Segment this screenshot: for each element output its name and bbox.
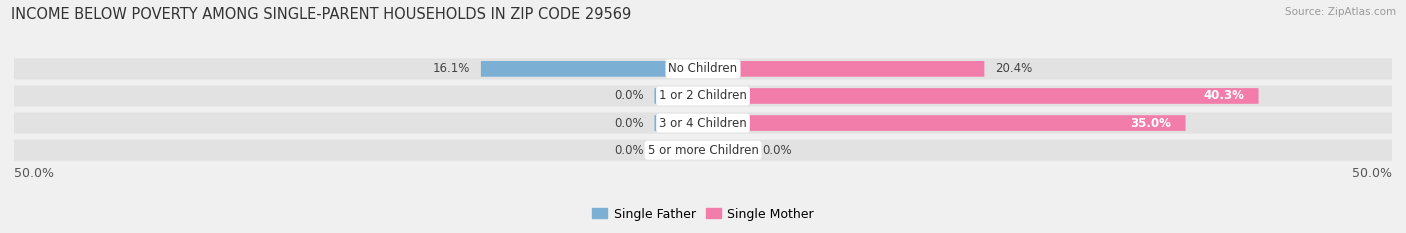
FancyBboxPatch shape — [14, 113, 1392, 134]
Text: 0.0%: 0.0% — [614, 89, 644, 103]
Text: 1 or 2 Children: 1 or 2 Children — [659, 89, 747, 103]
FancyBboxPatch shape — [655, 142, 703, 158]
Text: 40.3%: 40.3% — [1204, 89, 1244, 103]
Text: 5 or more Children: 5 or more Children — [648, 144, 758, 157]
FancyBboxPatch shape — [481, 61, 703, 77]
Text: No Children: No Children — [668, 62, 738, 75]
FancyBboxPatch shape — [14, 140, 1392, 161]
Text: INCOME BELOW POVERTY AMONG SINGLE-PARENT HOUSEHOLDS IN ZIP CODE 29569: INCOME BELOW POVERTY AMONG SINGLE-PARENT… — [11, 7, 631, 22]
FancyBboxPatch shape — [655, 115, 703, 131]
FancyBboxPatch shape — [14, 58, 1392, 79]
Text: 0.0%: 0.0% — [762, 144, 792, 157]
Text: Source: ZipAtlas.com: Source: ZipAtlas.com — [1285, 7, 1396, 17]
FancyBboxPatch shape — [703, 142, 751, 158]
FancyBboxPatch shape — [655, 88, 703, 104]
FancyBboxPatch shape — [703, 88, 1258, 104]
Text: 0.0%: 0.0% — [614, 116, 644, 130]
Text: 16.1%: 16.1% — [433, 62, 470, 75]
FancyBboxPatch shape — [703, 115, 1185, 131]
Text: 0.0%: 0.0% — [614, 144, 644, 157]
FancyBboxPatch shape — [703, 61, 984, 77]
Text: 35.0%: 35.0% — [1130, 116, 1171, 130]
Text: 50.0%: 50.0% — [14, 167, 53, 180]
FancyBboxPatch shape — [14, 86, 1392, 106]
Text: 50.0%: 50.0% — [1353, 167, 1392, 180]
Legend: Single Father, Single Mother: Single Father, Single Mother — [588, 202, 818, 226]
Text: 20.4%: 20.4% — [995, 62, 1032, 75]
Text: 3 or 4 Children: 3 or 4 Children — [659, 116, 747, 130]
